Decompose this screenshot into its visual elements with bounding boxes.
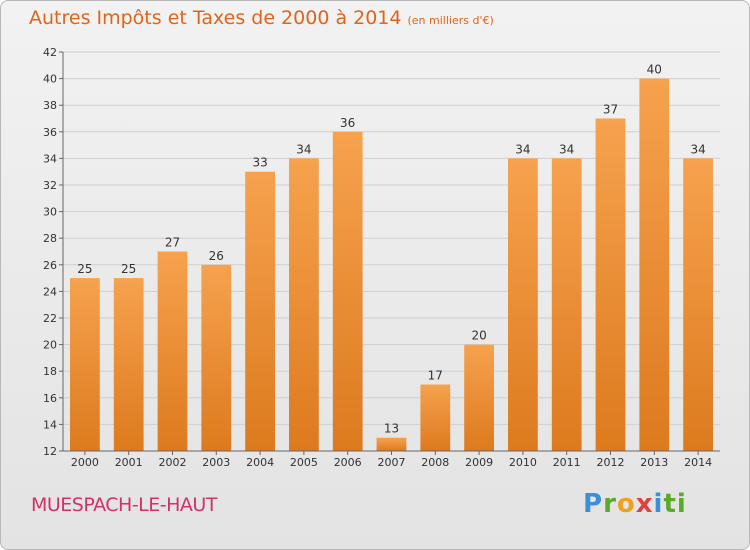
- x-tick-label: 2010: [509, 456, 537, 469]
- bar: [157, 251, 188, 451]
- x-tick-label: 2006: [334, 456, 362, 469]
- y-tick-label: 22: [43, 312, 57, 325]
- chart-title-unit: (en milliers d'€): [407, 14, 494, 27]
- data-label: 34: [515, 142, 530, 156]
- y-tick-label: 12: [43, 445, 57, 458]
- data-label: 40: [647, 63, 662, 77]
- x-tick-label: 2001: [115, 456, 143, 469]
- data-label: 25: [121, 262, 136, 276]
- bar: [420, 384, 451, 451]
- bar: [332, 131, 363, 452]
- data-label: 13: [384, 422, 399, 436]
- y-tick-label: 24: [43, 285, 57, 298]
- bar: [376, 437, 407, 451]
- chart-title-main: Autres Impôts et Taxes de 2000 à 2014: [29, 7, 402, 29]
- x-tick-label: 2003: [202, 456, 230, 469]
- y-tick-label: 20: [43, 339, 57, 352]
- data-label: 25: [77, 262, 92, 276]
- bar: [508, 158, 538, 451]
- x-tick-label: 2014: [684, 456, 712, 469]
- data-label: 34: [690, 142, 705, 156]
- data-label: 34: [559, 142, 574, 156]
- bar: [113, 278, 144, 451]
- y-tick-label: 34: [43, 152, 57, 165]
- proxiti-logo[interactable]: Proxiti: [583, 489, 687, 519]
- bar: [201, 264, 232, 451]
- x-tick-label: 2007: [378, 456, 406, 469]
- y-tick-label: 42: [43, 46, 57, 59]
- y-tick-label: 16: [43, 392, 57, 405]
- x-tick-label: 2009: [465, 456, 493, 469]
- data-label: 37: [603, 103, 618, 117]
- place-name: MUESPACH-LE-HAUT: [31, 494, 217, 516]
- bar: [245, 171, 275, 451]
- y-tick-label: 36: [43, 126, 57, 139]
- data-label: 17: [428, 369, 443, 383]
- y-tick-label: 38: [43, 99, 57, 112]
- data-label: 27: [165, 236, 180, 250]
- y-tick-label: 14: [43, 418, 57, 431]
- y-tick-label: 28: [43, 232, 57, 245]
- x-tick-label: 2011: [553, 456, 581, 469]
- y-tick-label: 40: [43, 73, 57, 86]
- bar: [683, 158, 713, 451]
- bar: [464, 344, 494, 451]
- x-tick-label: 2008: [421, 456, 449, 469]
- x-tick-label: 2004: [246, 456, 274, 469]
- x-tick-label: 2000: [71, 456, 99, 469]
- x-tick-label: 2012: [597, 456, 625, 469]
- x-tick-label: 2002: [159, 456, 187, 469]
- bar: [551, 158, 582, 451]
- chart-title: Autres Impôts et Taxes de 2000 à 2014 (en…: [29, 7, 494, 29]
- x-tick-label: 2005: [290, 456, 318, 469]
- y-tick-label: 30: [43, 206, 57, 219]
- y-tick-label: 18: [43, 365, 57, 378]
- bar: [289, 158, 319, 451]
- y-tick-label: 26: [43, 259, 57, 272]
- data-label: 36: [340, 116, 355, 130]
- data-label: 33: [252, 156, 267, 170]
- data-label: 20: [471, 329, 486, 343]
- x-tick-label: 2013: [640, 456, 668, 469]
- data-label: 34: [296, 142, 311, 156]
- y-tick-label: 32: [43, 179, 57, 192]
- bar: [70, 278, 100, 451]
- bar: [639, 78, 670, 451]
- data-label: 26: [209, 249, 224, 263]
- bar: [595, 118, 626, 451]
